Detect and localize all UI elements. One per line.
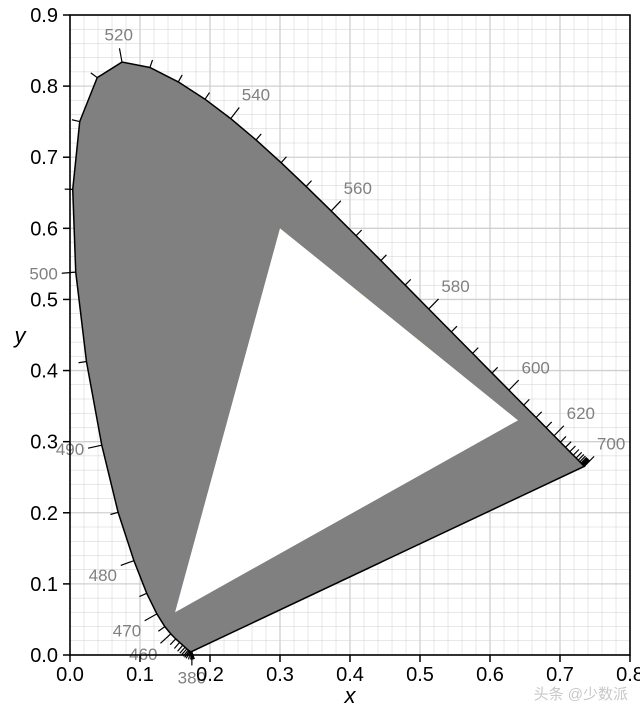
svg-text:0.1: 0.1: [30, 574, 58, 596]
svg-text:0.7: 0.7: [30, 147, 58, 169]
svg-text:560: 560: [344, 179, 372, 198]
svg-text:0.9: 0.9: [30, 5, 58, 27]
y-axis-label: y: [13, 323, 28, 348]
svg-text:480: 480: [89, 566, 117, 585]
svg-text:0.8: 0.8: [616, 664, 640, 686]
chromaticity-chart: 3804604704804905005205405605806006207000…: [0, 0, 640, 707]
svg-text:470: 470: [113, 622, 141, 641]
watermark: 头条 @少数派: [534, 686, 628, 703]
svg-text:0.5: 0.5: [406, 664, 434, 686]
svg-text:0.3: 0.3: [266, 664, 294, 686]
svg-text:580: 580: [441, 277, 469, 296]
svg-text:0.0: 0.0: [56, 664, 84, 686]
svg-text:0.7: 0.7: [546, 664, 574, 686]
svg-text:0.6: 0.6: [30, 218, 58, 240]
svg-text:520: 520: [105, 25, 133, 44]
svg-text:700: 700: [597, 435, 625, 454]
svg-text:600: 600: [521, 358, 549, 377]
svg-text:0.1: 0.1: [126, 664, 154, 686]
x-axis-label: x: [344, 683, 357, 707]
svg-text:0.2: 0.2: [30, 503, 58, 525]
svg-text:0.8: 0.8: [30, 76, 58, 98]
svg-text:0.0: 0.0: [30, 645, 58, 667]
svg-text:0.3: 0.3: [30, 432, 58, 454]
svg-text:0.5: 0.5: [30, 289, 58, 311]
svg-text:620: 620: [567, 404, 595, 423]
svg-text:540: 540: [242, 85, 270, 104]
svg-text:0.2: 0.2: [196, 664, 224, 686]
svg-text:0.6: 0.6: [476, 664, 504, 686]
svg-text:500: 500: [29, 265, 57, 284]
svg-text:0.4: 0.4: [30, 361, 58, 383]
